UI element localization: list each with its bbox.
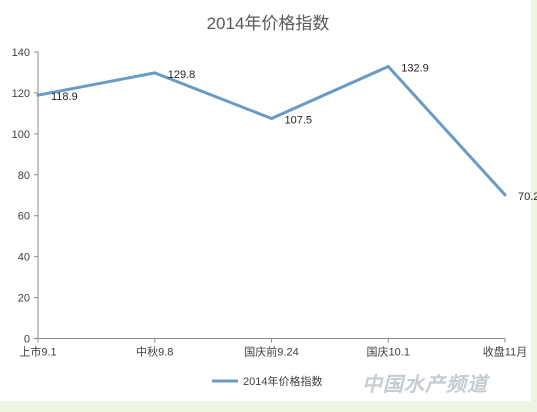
watermark: 中国水产频道: [362, 373, 490, 396]
y-tick-label: 80: [18, 170, 30, 182]
y-axis: 0 20 40 60 80 100 120 140: [12, 47, 39, 346]
y-tick-label: 140: [12, 47, 30, 59]
data-label: 107.5: [285, 115, 313, 127]
chart-background: [0, 0, 531, 401]
data-point: [36, 93, 40, 97]
legend-label: 2014年价格指数: [243, 374, 322, 388]
data-label: 129.8: [168, 69, 196, 81]
y-tick-label: 20: [18, 293, 30, 305]
y-tick-label: 60: [18, 211, 30, 223]
x-axis: 上市9.1 中秋9.8 国庆前9.24 国庆10.1 收盘11月: [19, 338, 527, 359]
data-point: [270, 117, 273, 121]
data-label: 118.9: [51, 91, 78, 103]
chart-title: 2014年价格指数: [207, 14, 330, 33]
x-tick-label: 国庆前9.24: [244, 345, 298, 359]
data-point: [153, 71, 157, 75]
x-tick-label: 上市9.1: [19, 345, 56, 359]
x-tick-label: 国庆10.1: [367, 345, 410, 359]
y-tick-label: 0: [24, 334, 30, 346]
data-label: 70.2: [518, 191, 537, 203]
data-point: [386, 65, 390, 69]
y-tick-label: 100: [12, 129, 30, 141]
data-point: [503, 193, 507, 197]
x-tick-label: 中秋9.8: [136, 345, 173, 359]
y-tick-label: 120: [12, 88, 30, 100]
data-labels: 118.9 129.8 107.5 132.9 70.2: [51, 63, 537, 203]
x-tick-label: 收盘11月: [483, 345, 527, 359]
series-2014: [36, 65, 507, 197]
y-tick-label: 40: [18, 252, 30, 264]
legend: 2014年价格指数: [212, 374, 322, 388]
data-label: 132.9: [401, 63, 429, 75]
